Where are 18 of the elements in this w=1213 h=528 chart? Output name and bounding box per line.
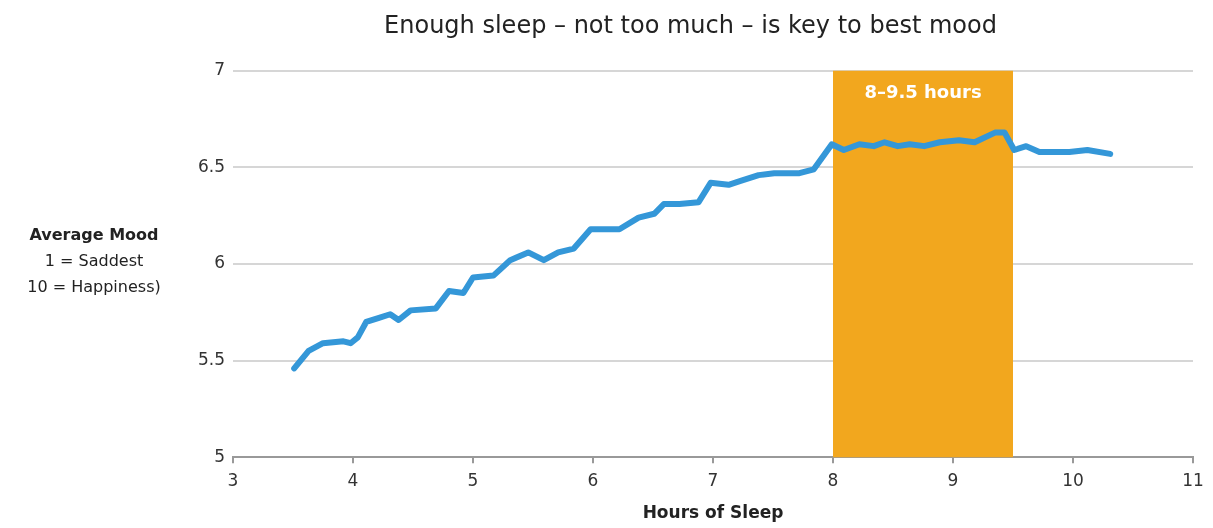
y-tick-label: 6.5 [197, 155, 225, 176]
y-axis-title: Average Mood 1 = Saddest 10 = Happiness) [26, 224, 162, 298]
x-tick-label: 6 [587, 469, 599, 490]
x-tick-label: 10 [1062, 469, 1084, 490]
x-tick-label: 11 [1182, 469, 1204, 490]
y-tick-label: 6 [214, 252, 225, 273]
y-tick-label: 5.5 [197, 349, 225, 370]
x-tick-label: 3 [227, 469, 239, 490]
x-tick-label: 9 [947, 469, 959, 490]
band-label: 8–9.5 hours [864, 81, 982, 103]
y-tick-label: 7 [214, 59, 225, 80]
x-tick-label: 7 [707, 469, 719, 490]
chart-title: Enough sleep – not too much – is key to best mood [384, 10, 997, 39]
x-tick-label: 4 [347, 469, 359, 490]
x-tick-label: 8 [827, 469, 839, 490]
x-axis-title: Hours of Sleep [642, 502, 784, 523]
x-tick-label: 5 [467, 469, 479, 490]
y-tick-label: 5 [214, 445, 225, 466]
